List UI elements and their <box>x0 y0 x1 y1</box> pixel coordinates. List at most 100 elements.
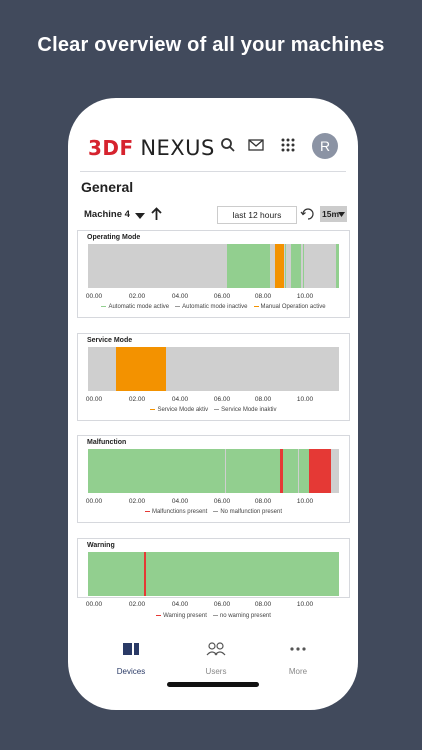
tick-label: 04.00 <box>171 396 189 403</box>
legend-item: Automatic mode active <box>101 304 169 310</box>
timeline-segment <box>286 244 292 288</box>
chart-card-operating-mode[interactable]: Operating Mode 00.00 02.00 04.00 06.00 08.00 1… <box>77 230 350 318</box>
tick-label: 08.00 <box>254 396 272 403</box>
timeline-segment <box>144 552 147 596</box>
legend-swatch <box>212 614 218 616</box>
page-title: General <box>81 179 134 195</box>
timeline-segment <box>88 244 228 288</box>
tick-label: 10.00 <box>296 293 314 300</box>
avatar[interactable]: R <box>312 133 338 159</box>
logo-name: NEXUS <box>140 136 215 160</box>
tick-label: 10.00 <box>296 396 314 403</box>
legend-item: Malfunctions present <box>144 509 208 515</box>
bottom-nav: Devices Users More <box>68 638 358 682</box>
timeline-segment <box>308 449 332 493</box>
timeline-segment <box>226 449 280 493</box>
legend-item: Warning present <box>156 613 207 619</box>
legend-swatch <box>175 305 181 307</box>
chart-legend: Warning present no warning present <box>78 613 349 619</box>
legend-swatch <box>214 408 220 410</box>
legend-item: No malfunction present <box>213 509 282 515</box>
timeline-segment <box>88 347 116 391</box>
time-range-button[interactable]: last 12 hours <box>217 206 297 224</box>
timeline-segment <box>336 244 339 288</box>
tick-label: 08.00 <box>254 293 272 300</box>
tick-label: 00.00 <box>85 498 103 505</box>
logo-brand: 3DF <box>88 136 134 160</box>
users-icon <box>206 642 226 656</box>
nav-devices-label: Devices <box>116 667 146 676</box>
timeline-segment <box>291 244 302 288</box>
timeline-bar[interactable] <box>88 449 339 493</box>
timeline-segment <box>282 449 298 493</box>
chart-legend: Automatic mode active Automatic mode inac… <box>78 304 349 310</box>
tick-label: 08.00 <box>254 601 272 608</box>
legend-swatch <box>156 614 162 616</box>
chart-legend: Malfunctions present No malfunction prese… <box>78 509 349 515</box>
legend-item: no warning present <box>212 613 271 619</box>
x-axis-ticks: 00.00 02.00 04.00 06.00 08.00 10.00 <box>78 396 349 405</box>
devices-icon <box>123 643 139 655</box>
legend-label: Automatic mode active <box>108 304 170 310</box>
timeline-bar[interactable] <box>88 244 339 288</box>
phone-screen: 3DF NEXUS R General Machine 4 <box>68 98 358 710</box>
tick-label: 04.00 <box>171 498 189 505</box>
nav-users[interactable]: Users <box>181 642 251 676</box>
chart-card-service-mode[interactable]: Service Mode 00.00 02.00 04.00 06.00 08.00 10.… <box>77 333 350 421</box>
timeline-segment <box>302 244 304 288</box>
tick-label: 00.00 <box>85 396 103 403</box>
promo-headline: Clear overview of all your machines <box>37 34 385 56</box>
nav-more[interactable]: More <box>263 642 333 676</box>
tick-label: 10.00 <box>296 498 314 505</box>
legend-item: Service Mode aktiv <box>150 407 208 413</box>
refresh-icon[interactable] <box>300 207 316 221</box>
timeline-segment <box>88 449 225 493</box>
tick-label: 02.00 <box>128 293 146 300</box>
chart-title: Service Mode <box>87 337 133 344</box>
tick-label: 00.00 <box>85 293 103 300</box>
tick-label: 02.00 <box>128 498 146 505</box>
mail-icon[interactable] <box>247 136 265 154</box>
tick-label: 06.00 <box>213 601 231 608</box>
timeline-segment <box>224 449 227 493</box>
legend-label: Warning present <box>163 613 207 619</box>
app-logo: 3DF NEXUS <box>88 135 215 161</box>
legend-label: Automatic mode inactive <box>182 304 248 310</box>
timeline-segment <box>301 244 303 288</box>
machine-selector[interactable]: Machine 4 <box>84 209 130 220</box>
timeline-segment <box>331 449 339 493</box>
timeline-bar[interactable] <box>88 552 339 596</box>
search-icon[interactable] <box>219 136 237 154</box>
timeline-segment <box>115 347 166 391</box>
legend-item: Automatic mode inactive <box>175 304 248 310</box>
chart-legend: Service Mode aktiv Service Mode inaktiv <box>78 407 349 413</box>
legend-swatch <box>253 305 259 307</box>
chart-title: Warning <box>87 542 115 549</box>
apps-grid-icon[interactable] <box>279 136 297 154</box>
tick-label: 04.00 <box>171 601 189 608</box>
legend-label: Manual Operation active <box>260 304 326 310</box>
interval-chevron-icon <box>338 212 345 217</box>
interval-select[interactable]: 15m <box>320 206 347 222</box>
more-icon <box>290 647 306 651</box>
legend-label: No malfunction present <box>220 509 283 515</box>
tick-label: 08.00 <box>254 498 272 505</box>
tick-label: 06.00 <box>213 396 231 403</box>
legend-swatch <box>101 305 107 307</box>
nav-devices[interactable]: Devices <box>96 642 166 676</box>
sort-arrow-up-icon[interactable] <box>151 207 162 220</box>
tick-label: 06.00 <box>213 498 231 505</box>
chart-card-warning[interactable]: Warning 00.00 02.00 04.00 06.00 08.00 10.00 War… <box>77 538 350 619</box>
chart-card-malfunction[interactable]: Malfunction 00.00 02.00 04.00 06.00 08.00 10.0… <box>77 435 350 523</box>
timeline-bar[interactable] <box>88 347 339 391</box>
chart-title: Operating Mode <box>87 234 141 241</box>
x-axis-ticks: 00.00 02.00 04.00 06.00 08.00 10.00 <box>78 293 349 302</box>
chevron-down-icon[interactable] <box>135 213 145 219</box>
nav-more-label: More <box>288 667 308 676</box>
chart-title: Malfunction <box>87 439 127 446</box>
legend-label: Malfunctions present <box>151 509 208 515</box>
timeline-segment <box>280 449 283 493</box>
timeline-segment <box>283 244 286 288</box>
timeline-segment <box>285 244 287 288</box>
legend-label: no warning present <box>219 613 271 619</box>
